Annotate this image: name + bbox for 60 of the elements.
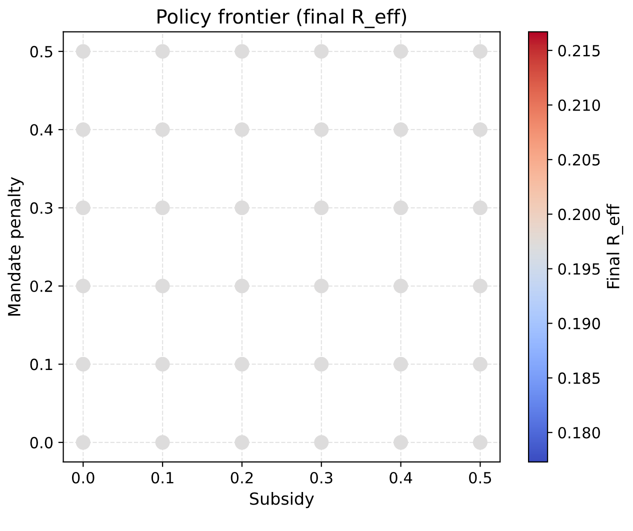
y-tick-label: 0.5	[30, 46, 52, 58]
color-bar-label: 0.200	[558, 208, 600, 220]
point	[234, 44, 250, 59]
color-bar-title: Final R_eff	[606, 204, 624, 288]
point	[314, 122, 329, 137]
point	[234, 122, 250, 137]
point	[155, 435, 170, 450]
point	[234, 356, 250, 372]
point	[76, 278, 90, 294]
point	[76, 44, 90, 59]
point	[472, 356, 488, 372]
point	[76, 200, 90, 216]
y-tick-label: 0.3	[30, 202, 52, 214]
x-axis-title: Subsidy	[250, 492, 314, 508]
x-tick-label: 0.2	[230, 472, 253, 484]
point	[394, 356, 408, 372]
y-tick-label: 0.1	[30, 358, 52, 370]
point	[155, 200, 170, 216]
x-tick-label: 0.1	[151, 472, 174, 484]
color-bar-label: 0.185	[558, 372, 600, 384]
chart-title: Policy frontier (final R_eff)	[158, 8, 406, 28]
point	[314, 278, 329, 294]
point	[155, 122, 170, 137]
point	[155, 356, 170, 372]
color-bar-label: 0.195	[558, 263, 600, 275]
point	[155, 44, 170, 59]
point	[234, 200, 250, 216]
point	[314, 200, 329, 216]
x-tick-label: 0.5	[469, 472, 492, 484]
color-bar-label: 0.210	[558, 99, 600, 112]
point	[472, 278, 488, 294]
point	[155, 278, 170, 294]
point	[314, 356, 329, 372]
point	[394, 278, 408, 294]
point	[472, 200, 488, 216]
point	[472, 435, 488, 450]
point	[394, 122, 408, 137]
point	[314, 44, 329, 59]
y-tick-label: 0.0	[30, 436, 53, 448]
point	[472, 44, 488, 59]
point	[234, 435, 250, 450]
color-bar-label: 0.205	[558, 154, 600, 166]
y-tick-label: 0.4	[30, 124, 53, 136]
color-bar-label: 0.180	[558, 426, 600, 439]
point	[76, 435, 90, 450]
point	[394, 200, 408, 216]
x-tick-label: 0.4	[390, 472, 412, 484]
point	[76, 356, 90, 372]
point	[234, 278, 250, 294]
x-tick-label: 0.3	[310, 472, 332, 484]
point	[394, 44, 408, 59]
point	[394, 435, 408, 450]
color-bar-label: 0.215	[558, 44, 600, 56]
point	[76, 122, 90, 137]
color-bar-label: 0.190	[558, 318, 600, 330]
point	[314, 435, 329, 450]
point	[472, 122, 488, 137]
x-tick-label: 0.0	[72, 472, 94, 484]
y-axis-title: Mandate penalty	[8, 177, 24, 316]
y-tick-label: 0.2	[30, 280, 52, 292]
